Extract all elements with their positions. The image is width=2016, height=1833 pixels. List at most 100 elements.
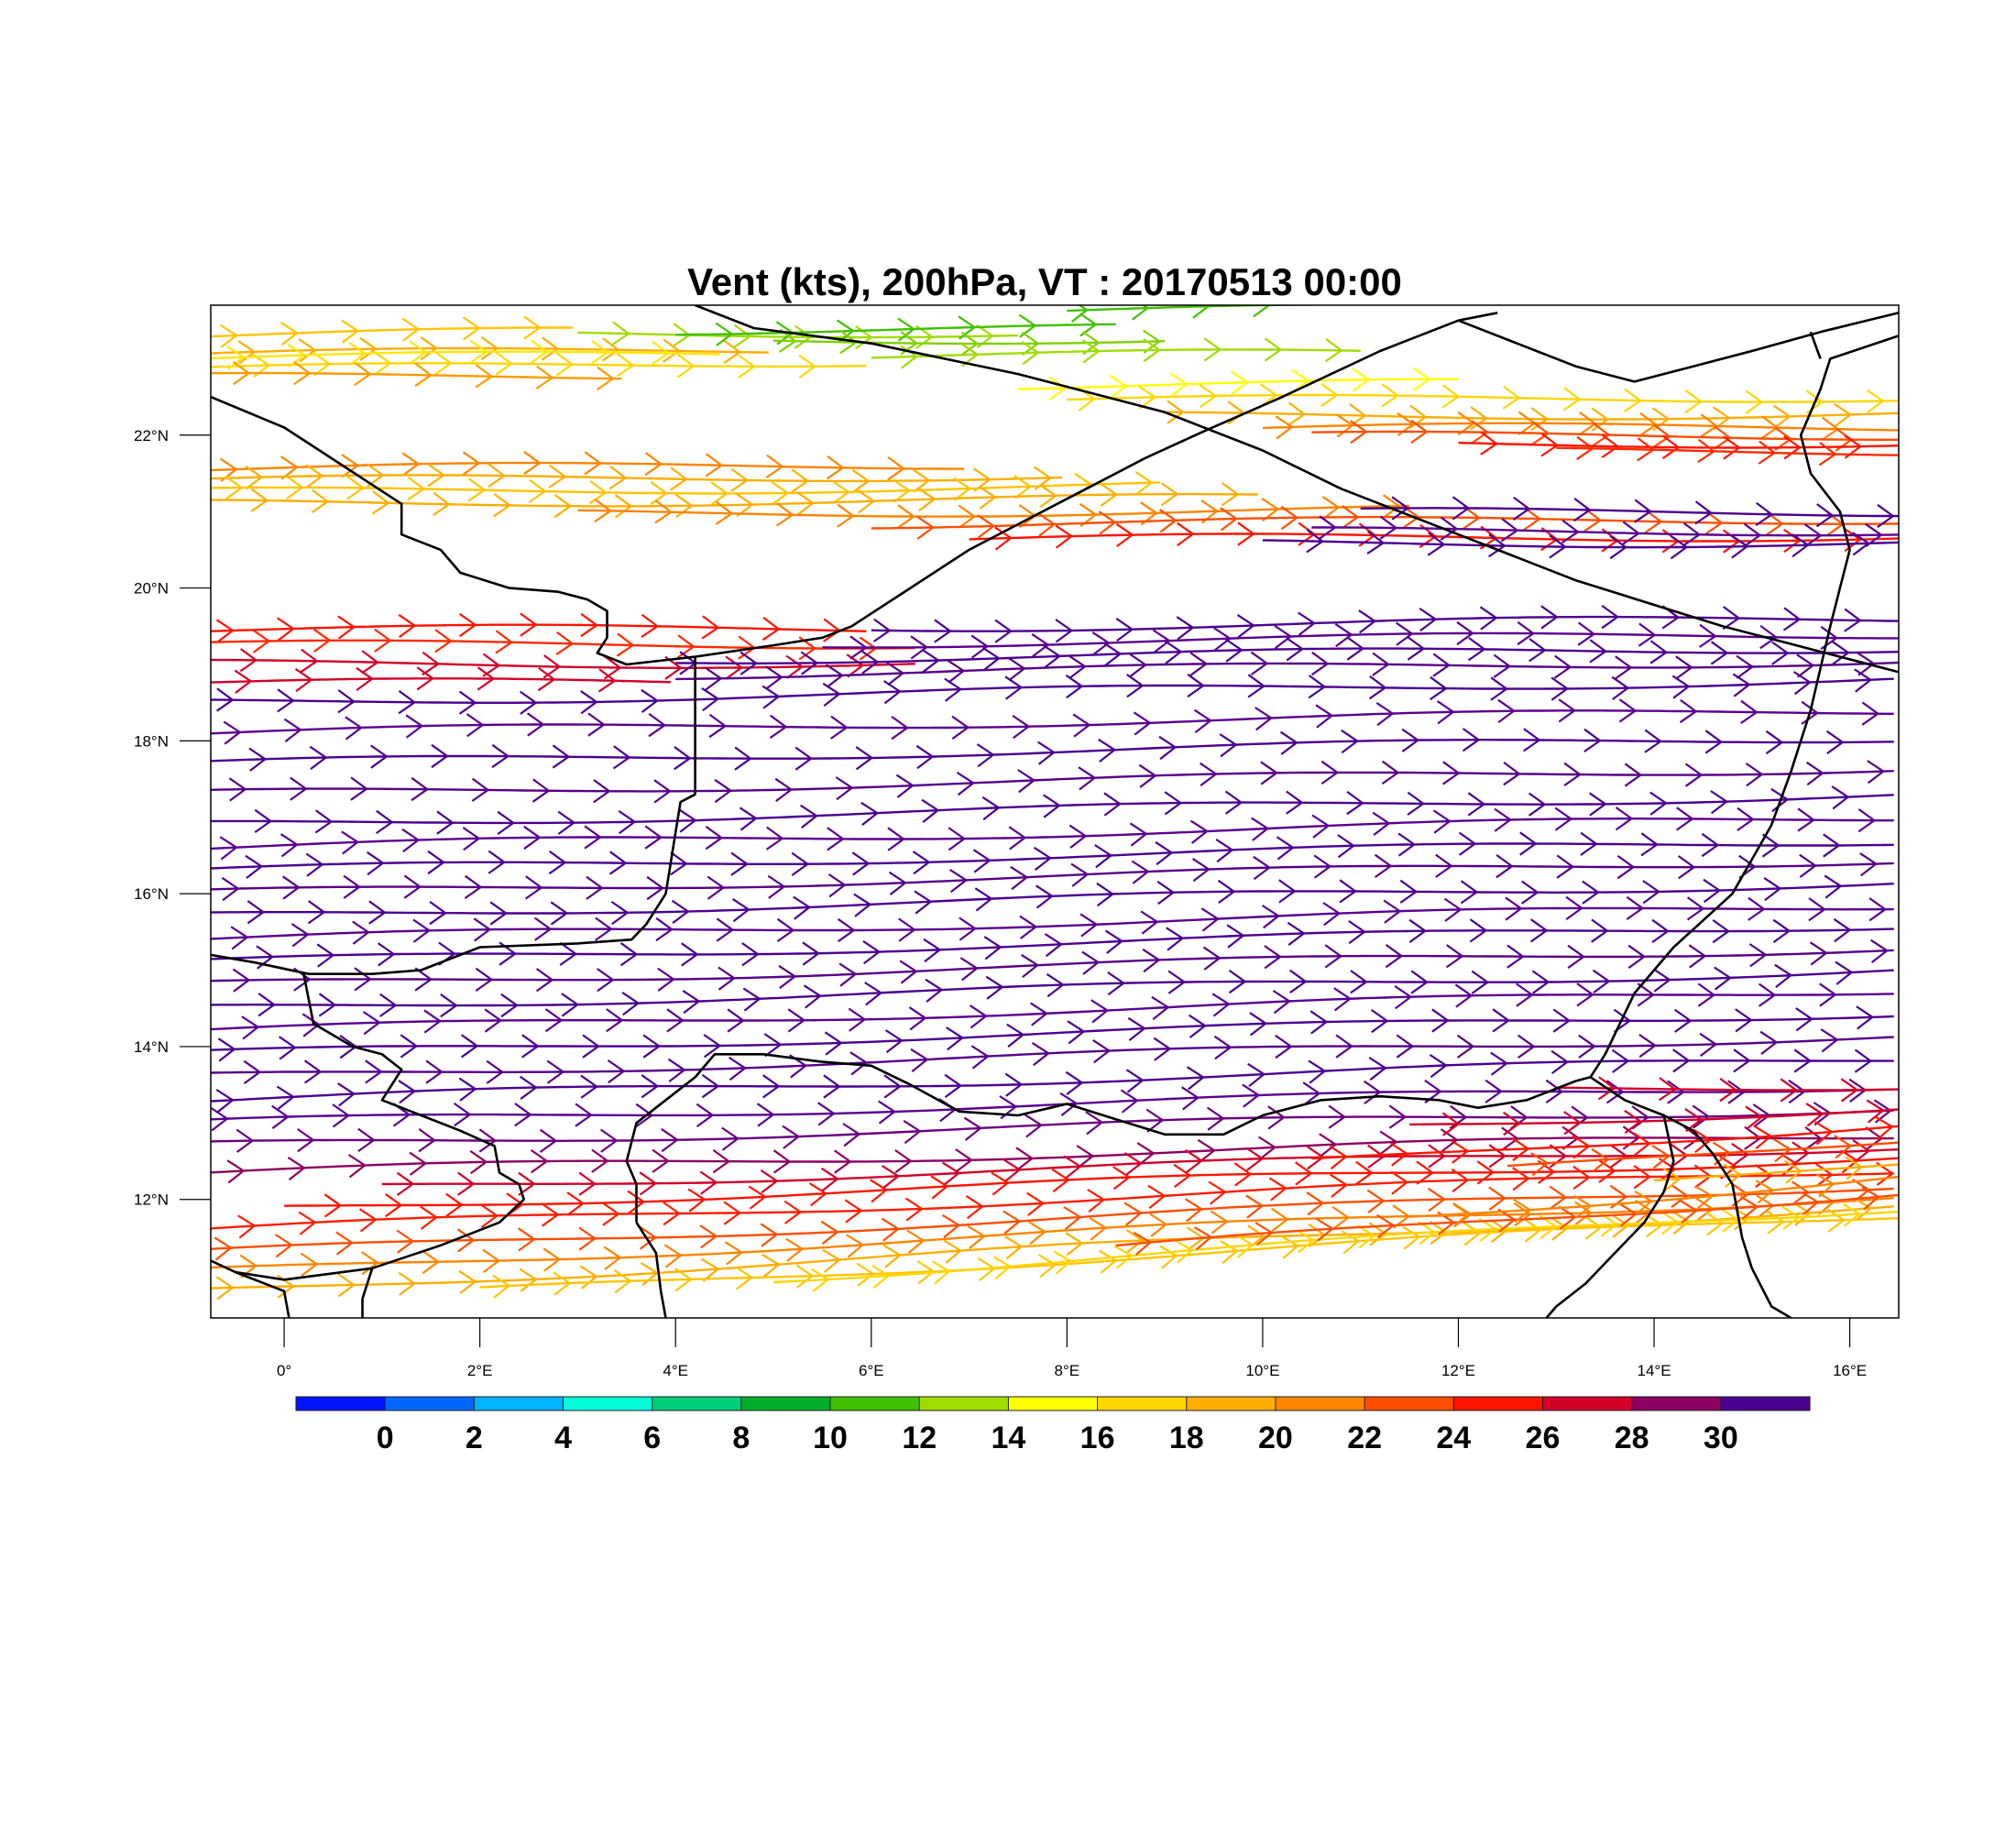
colorbar-swatch [1631, 1397, 1722, 1410]
longitude-axis: 0° 2°E 4°E 6°E 8°E 10°E 12°E 14°E 16°E [277, 1318, 1867, 1379]
colorbar-swatch [563, 1397, 653, 1410]
streamline [211, 1059, 1894, 1103]
country-border [695, 305, 1899, 674]
colorbar-swatch [740, 1397, 831, 1410]
wind-arrowheads [248, 728, 1845, 772]
colorbar-swatch [830, 1397, 920, 1410]
wind-arrowheads [1078, 382, 1885, 414]
streamline [211, 1197, 1894, 1269]
country-border [1589, 1076, 1792, 1318]
colorbar-label: 28 [1615, 1421, 1649, 1455]
streamline [577, 331, 1019, 339]
streamline [1067, 305, 1312, 313]
wind-arrowheads [849, 620, 1839, 660]
country-border [1589, 335, 1899, 1079]
streamline [211, 461, 965, 472]
wind-streamlines [211, 305, 1899, 1301]
streamline [211, 474, 1063, 483]
colorbar-label: 16 [1080, 1421, 1115, 1455]
country-border [361, 1268, 374, 1318]
x-tick-label: 0° [277, 1362, 291, 1379]
streamline [211, 362, 867, 368]
y-tick-label: 20°N [134, 580, 169, 598]
wind-arrowheads [250, 482, 1240, 519]
colorbar-label: 8 [732, 1421, 750, 1455]
streamline [211, 677, 671, 684]
map-plot-area [210, 304, 1900, 1319]
streamline [211, 326, 574, 338]
x-tick-label: 2°E [467, 1362, 493, 1379]
wind-arrowheads [228, 760, 1886, 804]
streamline [1017, 378, 1459, 390]
colorbar-swatch [385, 1397, 475, 1410]
streamline [1165, 411, 1899, 421]
wind-arrowheads [1530, 1135, 1853, 1177]
streamline [1556, 446, 1899, 456]
wind-arrowheads [257, 960, 1854, 1018]
wind-arrowheads [219, 807, 1877, 861]
wind-arrowheads [215, 668, 1873, 715]
y-tick-label: 14°N [134, 1038, 169, 1056]
colorbar-label: 24 [1436, 1421, 1471, 1455]
streamline [675, 661, 1899, 681]
colorbar-swatch [1364, 1397, 1454, 1410]
wind-arrowheads [232, 938, 1890, 993]
streamline [211, 346, 769, 355]
streamline [211, 927, 1894, 960]
wind-arrowheads [245, 463, 1053, 494]
wind-speed-colorbar: 0 2 4 6 8 10 12 14 16 18 20 22 24 26 28 30 [295, 1396, 1811, 1455]
streamline [871, 515, 1899, 530]
streamline [1311, 526, 1899, 537]
map-background [211, 305, 1899, 1318]
wind-arrowheads [232, 361, 615, 391]
colorbar-swatch [1097, 1397, 1188, 1410]
colorbar-label: 30 [1704, 1421, 1738, 1455]
wind-arrowheads [217, 1005, 1875, 1062]
country-border [1458, 312, 1899, 383]
colorbar-swatch [1720, 1397, 1811, 1410]
wind-arrowheads [1480, 431, 1863, 460]
wind-arrowheads [234, 666, 617, 694]
country-border [635, 1222, 667, 1318]
latitude-axis: 12°N 14°N 16°N 18°N 20°N 22°N [134, 427, 211, 1209]
colorbar-swatch [474, 1397, 564, 1410]
streamline [211, 492, 1258, 508]
wind-arrowheads [1133, 1186, 1880, 1257]
streamline [1115, 1193, 1899, 1247]
wind-arrowheads [237, 335, 742, 365]
streamline [675, 323, 1116, 336]
wind-arrowheads [1048, 367, 1431, 401]
wind-arrowheads [215, 1048, 1873, 1114]
streamline [211, 862, 1894, 891]
colorbar-label: 6 [643, 1421, 661, 1455]
wind-arrowheads [247, 874, 1843, 926]
streamline [211, 623, 867, 632]
streamline [284, 1157, 1899, 1207]
wind-arrowheads [1070, 305, 1271, 323]
streamline [1409, 1175, 1899, 1218]
streamline [1262, 422, 1899, 432]
streamline [822, 631, 1899, 649]
colorbar-label: 18 [1169, 1421, 1204, 1455]
wind-arrowheads [323, 1149, 1859, 1218]
colorbar-frame [295, 1396, 1811, 1411]
x-tick-label: 16°E [1833, 1362, 1867, 1379]
colorbar-label: 22 [1347, 1421, 1382, 1455]
x-tick-label: 14°E [1638, 1362, 1671, 1379]
y-tick-label: 18°N [134, 732, 169, 750]
wind-arrowheads [214, 1178, 1871, 1261]
x-tick-label: 10°E [1245, 1362, 1279, 1379]
chart-title: Vent (kts), 200hPa, VT : 20170513 00:00 [687, 260, 1402, 303]
colorbar-label: 2 [466, 1421, 483, 1455]
wind-arrowheads [704, 651, 1876, 691]
wind-arrowheads [1441, 1099, 1885, 1136]
colorbar-swatch [1186, 1397, 1276, 1410]
colorbar-swatch [1008, 1397, 1099, 1410]
wind-arrowheads [1319, 515, 1883, 548]
country-border [211, 973, 526, 1281]
country-border [235, 1270, 290, 1318]
wind-arrowheads [916, 505, 1846, 540]
wind-arrowheads [219, 315, 542, 348]
wind-arrowheads [226, 339, 671, 370]
